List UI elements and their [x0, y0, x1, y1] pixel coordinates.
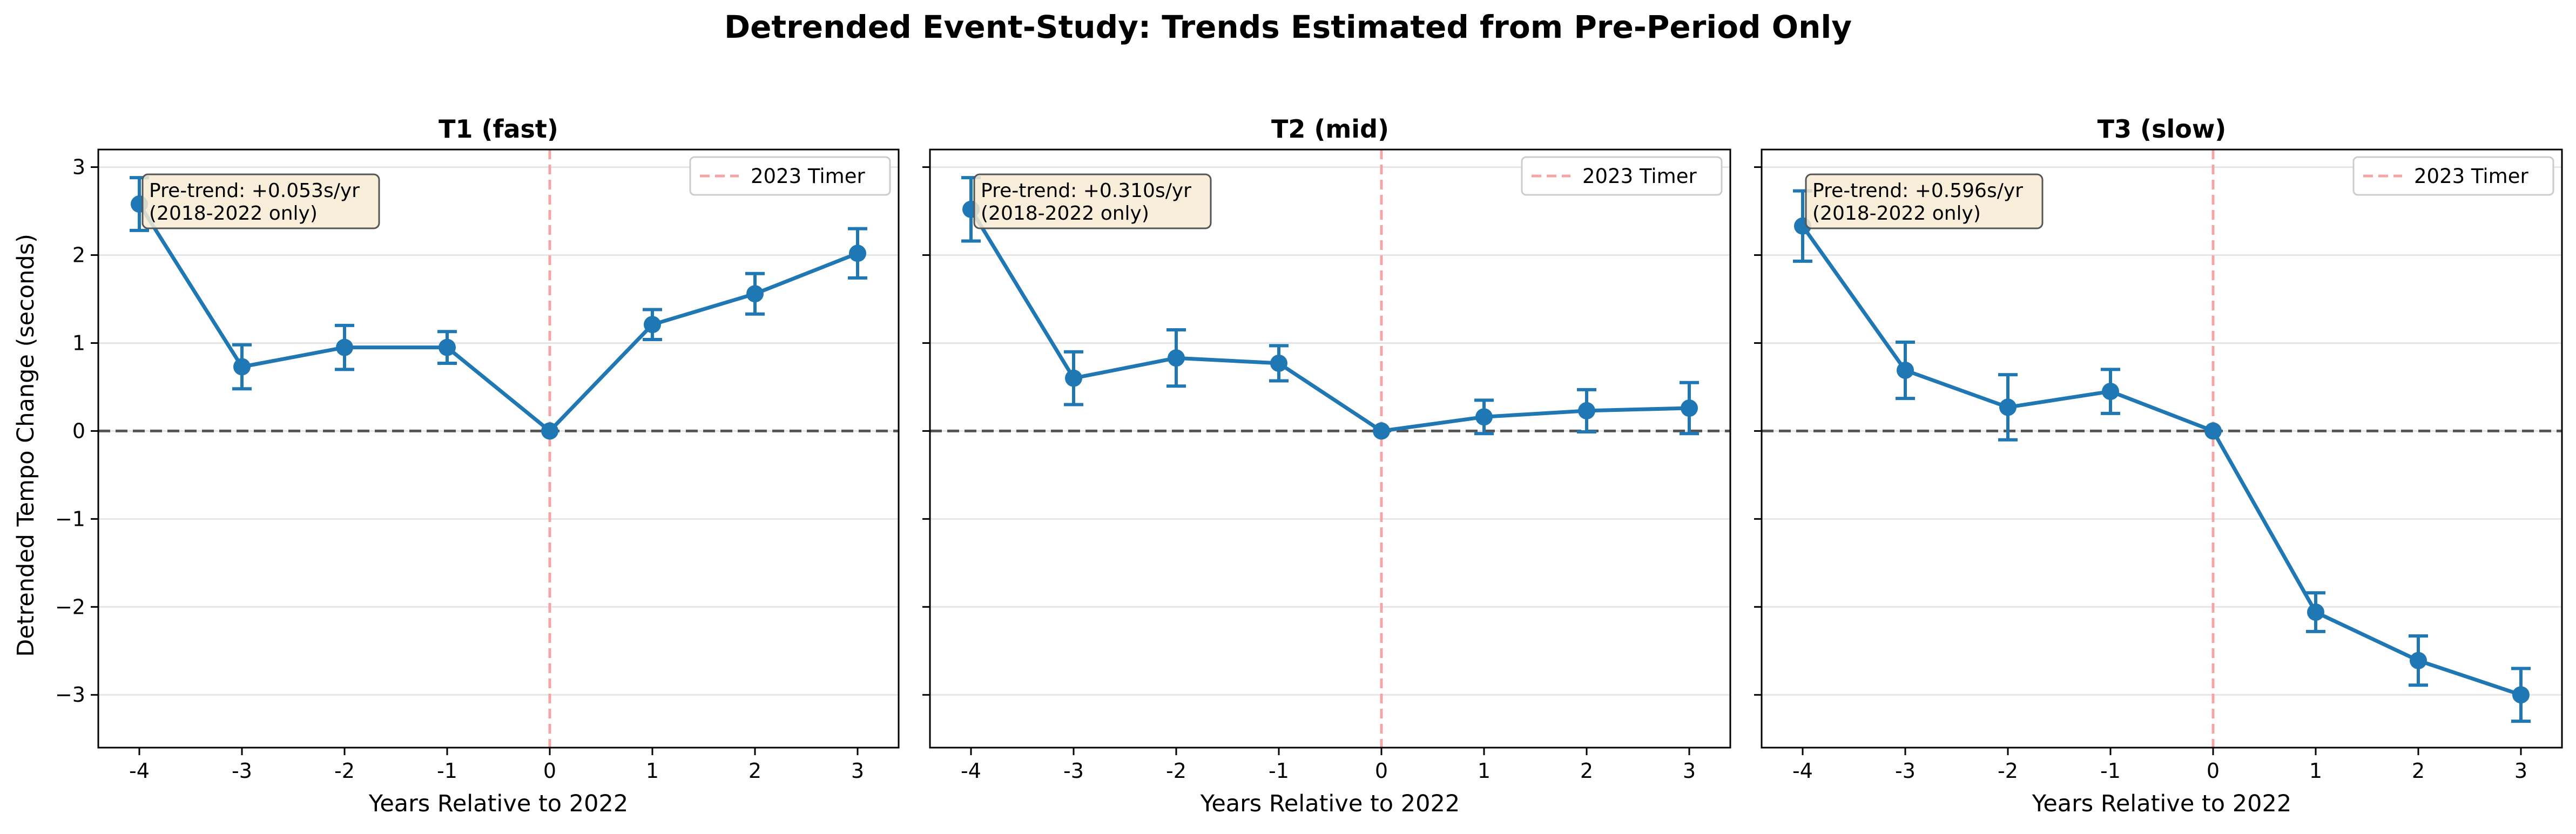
- x-tick-label: -3: [1895, 759, 1916, 783]
- x-axis-label: Years Relative to 2022: [368, 790, 628, 817]
- x-tick-label: -4: [129, 759, 150, 783]
- y-axis-label: Detrended Tempo Change (seconds): [12, 234, 39, 657]
- x-axis-label: Years Relative to 2022: [2032, 790, 2291, 817]
- y-tick-label: −3: [55, 683, 85, 707]
- annotation-line-1: Pre-trend: +0.053s/yr: [149, 180, 360, 202]
- x-tick-label: -3: [232, 759, 252, 783]
- data-point: [746, 285, 764, 303]
- legend-box: [1521, 156, 1723, 196]
- figure-title: Detrended Event-Study: Trends Estimated …: [724, 9, 1852, 45]
- x-tick-label: 2: [748, 759, 761, 783]
- data-point: [541, 422, 558, 440]
- data-point: [2102, 383, 2119, 401]
- series-line: [138, 203, 859, 433]
- x-tick-label: -2: [334, 759, 355, 783]
- y-tick-label: 0: [72, 419, 85, 443]
- x-tick-label: 0: [2207, 759, 2220, 783]
- axes-frame: [1761, 148, 2563, 749]
- x-tick-label: 0: [543, 759, 556, 783]
- y-tick-label: −2: [55, 595, 85, 619]
- x-tick-label: -1: [1269, 759, 1289, 783]
- panel-title: T1 (fast): [439, 114, 558, 144]
- panel-3: -4 -3 -2 -1 0 1 2 3 T3 (slow) Years Relative to 2…: [1754, 114, 2563, 817]
- y-tick-label: 2: [72, 243, 85, 267]
- x-tick-label: 0: [1375, 759, 1388, 783]
- legend-box: [2352, 156, 2554, 196]
- data-point: [1270, 354, 1287, 372]
- data-point: [2512, 686, 2530, 704]
- legend: 2023 Timer: [689, 156, 891, 196]
- data-point: [1578, 402, 1595, 419]
- data-point: [644, 316, 661, 334]
- data-point: [336, 338, 353, 356]
- annotation-box: [973, 173, 1212, 229]
- x-tick-label: -2: [1166, 759, 1186, 783]
- x-tick-label: 2: [1580, 759, 1593, 783]
- annotation-line-2: (2018-2022 only): [1812, 202, 1981, 225]
- pretrend-annotation: Pre-trend: +0.596s/yr(2018-2022 only): [1805, 173, 2044, 229]
- x-tick-label: -1: [437, 759, 457, 783]
- data-point: [2410, 652, 2427, 669]
- axes-frame: [97, 148, 900, 749]
- legend-label: 2023 Timer: [2414, 165, 2528, 188]
- y-tick-label: 3: [72, 155, 85, 179]
- legend-box: [689, 156, 891, 196]
- x-tick-label: -4: [961, 759, 981, 783]
- legend: 2023 Timer: [2352, 156, 2554, 196]
- y-tick-label: 1: [72, 331, 85, 355]
- annotation-line-2: (2018-2022 only): [981, 202, 1149, 225]
- x-axis-label: Years Relative to 2022: [1200, 790, 1460, 817]
- data-point: [1999, 398, 2017, 416]
- y-tick-label: −1: [55, 507, 85, 531]
- pretrend-annotation: Pre-trend: +0.053s/yr(2018-2022 only): [141, 173, 380, 229]
- x-tick-label: 1: [646, 759, 659, 783]
- data-point: [1373, 422, 1390, 440]
- x-tick-label: -2: [1998, 759, 2018, 783]
- panels: -4 -3 -2 -1 0 1 2 3 −3 −2 −1 0 1 2 3 T1 (fast) Years Rel…: [55, 114, 2563, 817]
- legend-label: 2023 Timer: [1582, 165, 1697, 188]
- annotation-line-2: (2018-2022 only): [149, 202, 318, 225]
- legend-label: 2023 Timer: [751, 165, 865, 188]
- pretrend-annotation: Pre-trend: +0.310s/yr(2018-2022 only): [973, 173, 1212, 229]
- x-tick-label: -4: [1792, 759, 1813, 783]
- data-point: [849, 245, 866, 262]
- data-point: [1168, 349, 1185, 367]
- axes-frame: [929, 148, 1731, 749]
- data-point: [439, 338, 456, 356]
- data-point: [233, 358, 251, 376]
- x-tick-label: 3: [2514, 759, 2527, 783]
- annotation-line-1: Pre-trend: +0.310s/yr: [981, 180, 1191, 202]
- legend: 2023 Timer: [1521, 156, 1723, 196]
- data-point: [2307, 604, 2324, 621]
- panel-1: -4 -3 -2 -1 0 1 2 3 −3 −2 −1 0 1 2 3 T1 (fast) Years Rel…: [55, 114, 900, 817]
- x-tick-label: 3: [851, 759, 864, 783]
- panel-title: T3 (slow): [2098, 114, 2227, 144]
- x-tick-label: -1: [2100, 759, 2121, 783]
- annotation-line-1: Pre-trend: +0.596s/yr: [1812, 180, 2023, 202]
- series-line: [1801, 225, 2522, 697]
- annotation-box: [1805, 173, 2044, 229]
- x-tick-label: 1: [2309, 759, 2322, 783]
- panel-title: T2 (mid): [1271, 114, 1389, 144]
- x-tick-label: -3: [1063, 759, 1084, 783]
- x-tick-label: 1: [1478, 759, 1491, 783]
- panel-2: -4 -3 -2 -1 0 1 2 3 T2 (mid) Years Relative to 20…: [922, 114, 1731, 817]
- data-point: [2204, 422, 2222, 440]
- series-line: [969, 208, 1690, 433]
- data-point: [1897, 361, 1914, 379]
- x-tick-label: 3: [1683, 759, 1696, 783]
- annotation-box: [141, 173, 380, 229]
- data-point: [1065, 369, 1082, 387]
- data-point: [1475, 408, 1493, 426]
- data-point: [1681, 399, 1698, 417]
- x-tick-label: 2: [2412, 759, 2425, 783]
